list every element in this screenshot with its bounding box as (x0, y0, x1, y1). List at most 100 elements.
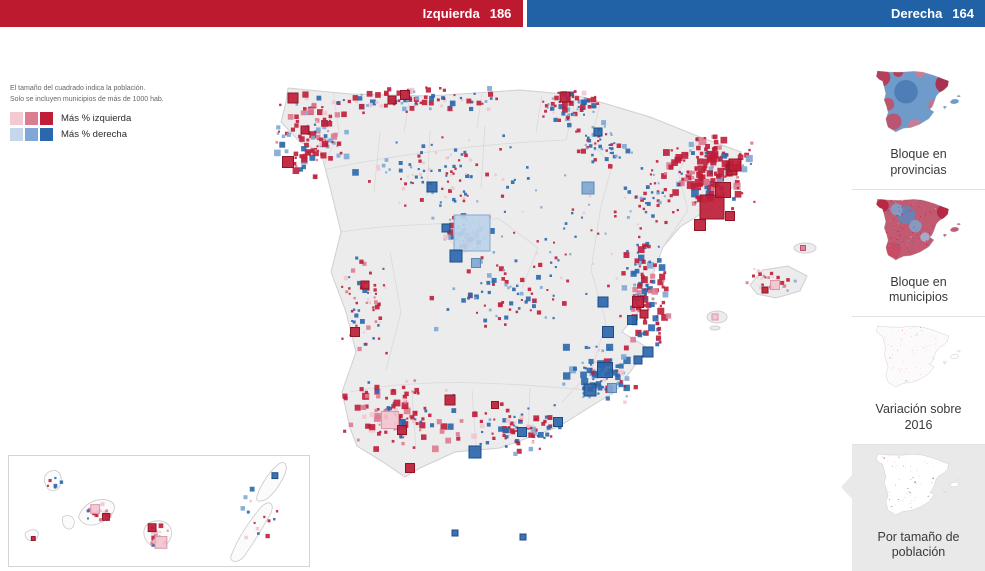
municipality-square[interactable] (471, 258, 481, 268)
municipality-square[interactable] (415, 411, 418, 414)
municipality-square[interactable] (569, 366, 577, 374)
municipality-square[interactable] (480, 256, 484, 260)
municipality-square[interactable] (388, 168, 391, 171)
municipality-square[interactable] (672, 189, 679, 196)
municipality-square[interactable] (655, 321, 660, 326)
municipality-square[interactable] (459, 164, 462, 168)
municipality-square[interactable] (609, 151, 612, 154)
municipality-square[interactable] (336, 101, 339, 105)
municipality-square[interactable] (434, 151, 438, 155)
municipality-square[interactable] (151, 529, 156, 535)
municipality-square[interactable] (368, 102, 373, 108)
municipality-square[interactable] (458, 159, 461, 162)
municipality-square[interactable] (558, 104, 564, 110)
municipality-square[interactable] (608, 144, 611, 146)
municipality-square[interactable] (328, 119, 331, 122)
municipality-square[interactable] (634, 196, 637, 199)
municipality-square[interactable] (600, 147, 604, 151)
municipality-square[interactable] (294, 165, 298, 168)
municipality-square[interactable] (385, 396, 388, 400)
municipality-square[interactable] (712, 134, 718, 140)
municipality-square[interactable] (601, 386, 605, 389)
municipality-square[interactable] (571, 95, 575, 98)
municipality-square[interactable] (275, 141, 279, 144)
municipality-square[interactable] (374, 320, 378, 323)
municipality-square[interactable] (100, 502, 105, 507)
municipality-square[interactable] (720, 136, 728, 144)
municipality-square[interactable] (494, 173, 497, 177)
municipality-square[interactable] (800, 245, 806, 251)
municipality-square[interactable] (626, 267, 629, 270)
municipality-square[interactable] (342, 99, 345, 102)
municipality-square[interactable] (571, 208, 575, 211)
municipality-square[interactable] (151, 542, 156, 547)
municipality-square[interactable] (580, 371, 587, 379)
municipality-square[interactable] (597, 349, 600, 352)
municipality-square[interactable] (400, 102, 404, 105)
municipality-square[interactable] (604, 387, 608, 391)
municipality-square[interactable] (487, 86, 492, 91)
municipality-square[interactable] (405, 463, 415, 473)
municipality-square[interactable] (512, 287, 516, 292)
municipality-square[interactable] (749, 162, 752, 165)
municipality-square[interactable] (653, 182, 657, 185)
municipality-square[interactable] (648, 289, 652, 294)
municipality-square[interactable] (368, 301, 372, 304)
municipality-square[interactable] (354, 313, 359, 318)
municipality-square[interactable] (510, 180, 515, 184)
municipality-square[interactable] (504, 315, 509, 320)
municipality-square[interactable] (644, 293, 647, 297)
municipality-square[interactable] (420, 176, 423, 179)
municipality-square[interactable] (462, 197, 466, 200)
municipality-square[interactable] (585, 292, 588, 295)
municipality-square[interactable] (509, 301, 514, 306)
municipality-square[interactable] (515, 426, 518, 429)
municipality-square[interactable] (605, 377, 608, 380)
municipality-square[interactable] (623, 384, 630, 392)
municipality-square[interactable] (159, 531, 162, 534)
municipality-square[interactable] (605, 396, 610, 401)
municipality-square[interactable] (402, 398, 407, 402)
municipality-square[interactable] (630, 336, 636, 343)
municipality-square[interactable] (581, 181, 595, 195)
municipality-square[interactable] (566, 279, 570, 283)
municipality-square[interactable] (669, 194, 673, 198)
municipality-square[interactable] (441, 187, 444, 190)
municipality-square[interactable] (59, 480, 64, 484)
municipality-square[interactable] (547, 103, 550, 106)
municipality-square[interactable] (534, 418, 537, 421)
municipality-square[interactable] (290, 127, 295, 132)
municipality-square[interactable] (421, 161, 425, 165)
municipality-square[interactable] (102, 512, 110, 521)
municipality-square[interactable] (464, 192, 467, 196)
municipality-square[interactable] (574, 235, 577, 238)
municipality-square[interactable] (532, 304, 536, 309)
municipality-square[interactable] (638, 235, 641, 239)
municipality-square[interactable] (369, 424, 376, 431)
municipality-square[interactable] (351, 320, 354, 322)
municipality-square[interactable] (587, 139, 592, 143)
municipality-square[interactable] (529, 426, 533, 430)
municipality-square[interactable] (362, 406, 367, 410)
sidebar-item-tamano-poblacion[interactable]: Por tamaño de población (841, 443, 985, 571)
municipality-square[interactable] (545, 432, 550, 437)
municipality-square[interactable] (615, 364, 620, 368)
municipality-square[interactable] (355, 256, 359, 260)
municipality-square[interactable] (383, 409, 388, 413)
municipality-square[interactable] (480, 282, 483, 285)
municipality-square[interactable] (373, 415, 381, 422)
municipality-square[interactable] (663, 188, 667, 192)
municipality-square[interactable] (357, 346, 362, 352)
municipality-square[interactable] (514, 259, 518, 263)
municipality-square[interactable] (502, 269, 505, 272)
municipality-square[interactable] (295, 119, 299, 123)
municipality-square[interactable] (366, 291, 370, 294)
municipality-square[interactable] (315, 120, 318, 123)
municipality-square[interactable] (637, 283, 643, 289)
municipality-square[interactable] (491, 432, 494, 435)
municipality-square[interactable] (310, 106, 313, 109)
municipality-square[interactable] (657, 258, 662, 263)
municipality-square[interactable] (592, 110, 595, 113)
municipality-square[interactable] (521, 210, 524, 213)
municipality-square[interactable] (618, 382, 624, 388)
